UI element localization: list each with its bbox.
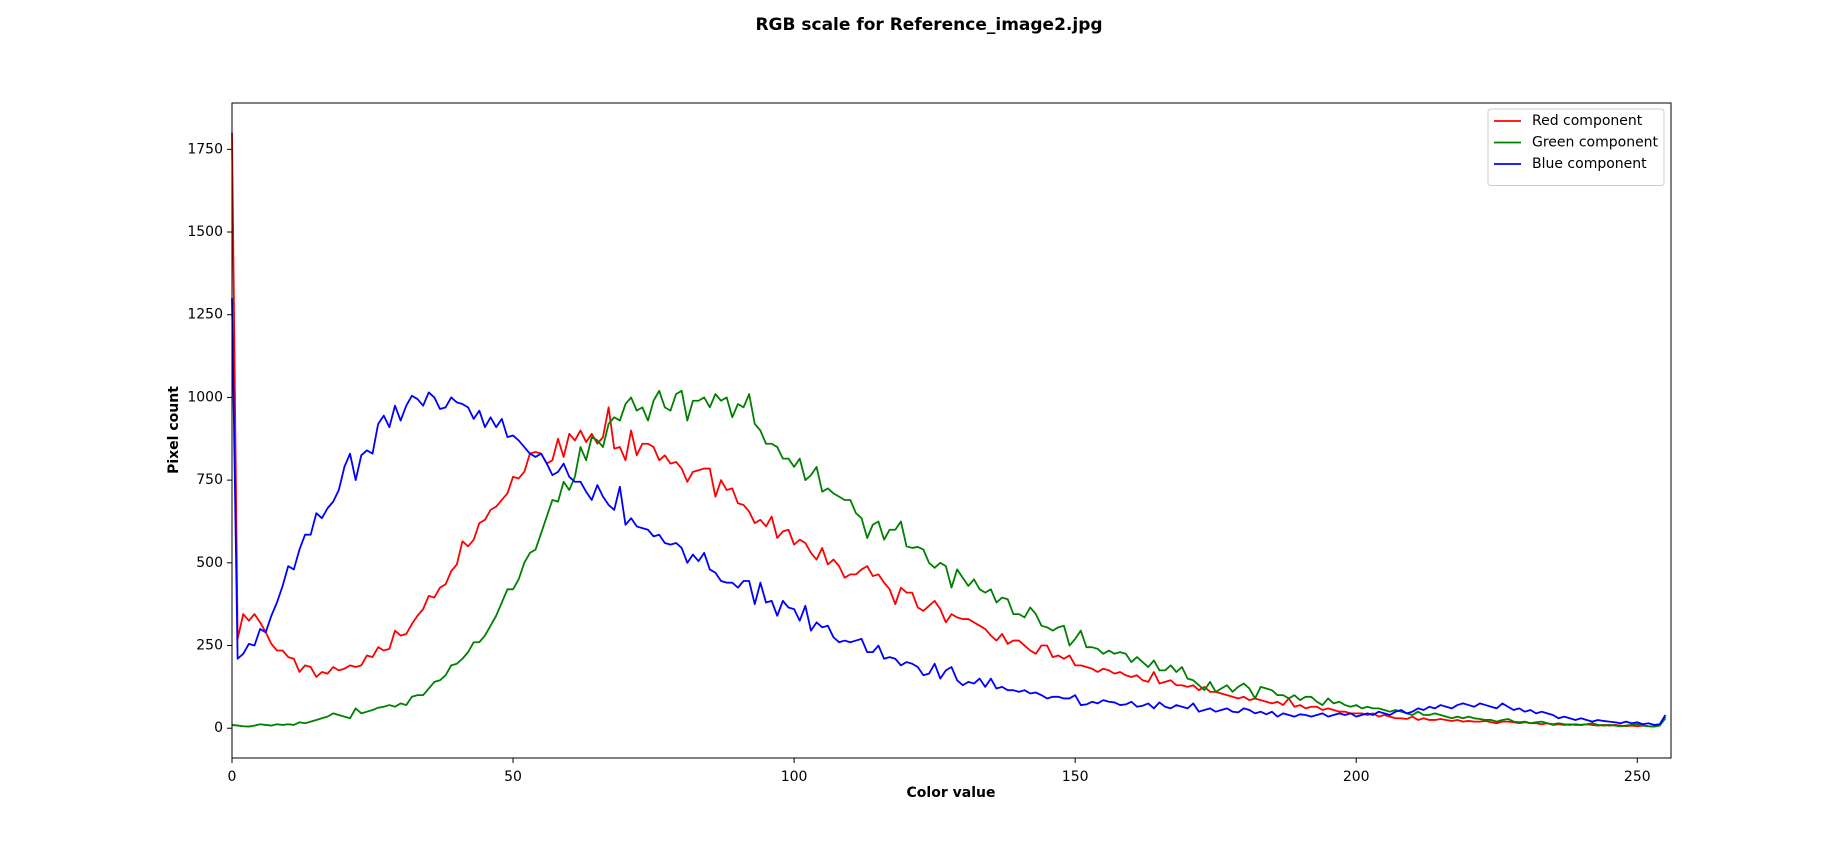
y-tick-label: 750: [196, 472, 223, 488]
chart-title: RGB scale for Reference_image2.jpg: [755, 15, 1102, 35]
legend: Red component Green component Blue compone…: [1487, 108, 1665, 186]
x-tick-label: 0: [228, 769, 237, 785]
x-tick-label: 250: [1624, 769, 1651, 785]
legend-label: Green component: [1532, 135, 1659, 151]
y-tick-label: 1250: [187, 307, 223, 323]
legend-label: Red component: [1532, 113, 1643, 129]
plot-frame: [231, 102, 1672, 759]
line-series: [231, 132, 1667, 728]
x-tick-label: 50: [504, 769, 522, 785]
y-tick-label: 1750: [187, 141, 223, 157]
legend-box: [1487, 108, 1665, 186]
x-axis-label: Color value: [907, 785, 996, 801]
x-tick-label: 200: [1343, 769, 1370, 785]
legend-label: Blue component: [1532, 156, 1647, 172]
y-tick-label: 1500: [187, 224, 223, 240]
x-tick-label: 100: [781, 769, 808, 785]
x-tick-label: 150: [1062, 769, 1089, 785]
y-axis-label: Pixel count: [166, 386, 182, 474]
y-tick-label: 1000: [187, 389, 223, 405]
y-tick-label: 250: [196, 638, 223, 654]
y-tick-label: 0: [214, 720, 223, 736]
line-series: [231, 298, 1667, 726]
y-tick-label: 500: [196, 555, 223, 571]
line-series: [231, 389, 1667, 728]
